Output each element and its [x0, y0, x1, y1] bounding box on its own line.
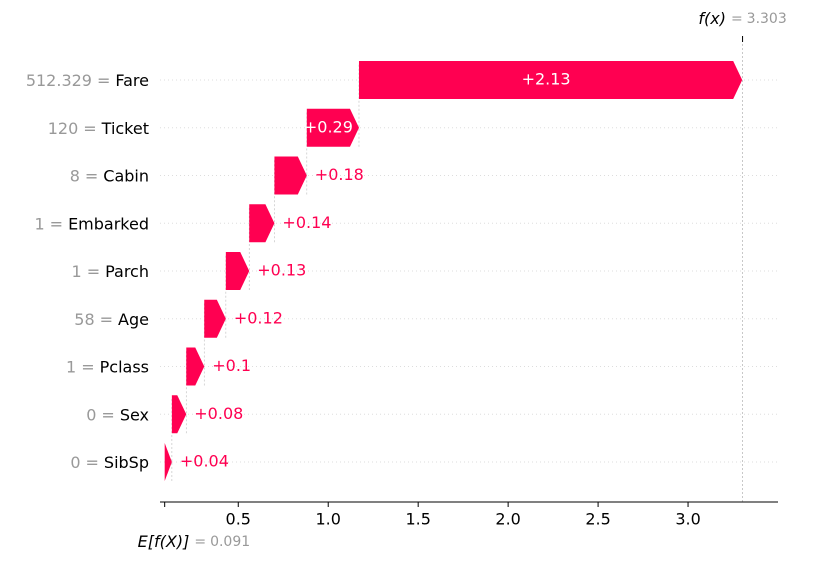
value-label: +0.13: [257, 261, 306, 280]
feature-name: Parch: [105, 262, 149, 281]
separator: =: [101, 405, 114, 424]
x-tick-label: 2.5: [585, 510, 610, 529]
value-label: +0.14: [282, 213, 331, 232]
feature-label: 0 = SibSp: [70, 453, 149, 472]
feature-value: 0: [86, 405, 96, 424]
separator: =: [85, 166, 98, 185]
feature-label: 1 = Embarked: [34, 214, 149, 233]
feature-name: Ticket: [101, 118, 149, 137]
feature-label: 0 = Sex: [86, 405, 149, 424]
base-name: E[f(X)]: [138, 532, 190, 551]
separator: =: [194, 534, 206, 550]
value-label: +0.29: [304, 117, 353, 136]
bar: [249, 204, 275, 243]
feature-name: SibSp: [104, 453, 149, 472]
x-tick-label: 2.0: [495, 510, 520, 529]
x-tick-label: 1.5: [405, 510, 430, 529]
bar: [358, 61, 743, 99]
feature-label: 1 = Pclass: [66, 357, 149, 376]
base-label: E[f(X)] = 0.091: [138, 532, 251, 551]
feature-name: Fare: [115, 71, 149, 90]
output-name: f(x): [698, 9, 726, 28]
feature-name: Cabin: [103, 166, 149, 185]
bar: [274, 156, 307, 195]
value-label: +0.04: [180, 452, 229, 471]
bar: [164, 443, 172, 481]
bar: [186, 347, 205, 386]
separator: =: [86, 453, 99, 472]
output-value: 3.303: [747, 11, 787, 27]
x-tick-label: 1.0: [315, 510, 340, 529]
feature-value: 120: [48, 118, 79, 137]
feature-value: 1: [34, 214, 44, 233]
feature-value: 1: [72, 262, 82, 281]
output-label: f(x) = 3.303: [698, 9, 786, 28]
feature-name: Age: [118, 309, 149, 328]
separator: =: [81, 357, 94, 376]
value-label: +2.13: [522, 70, 571, 89]
value-label: +0.12: [234, 308, 283, 327]
value-label: +0.18: [315, 165, 364, 184]
feature-label: 512.329 = Fare: [26, 71, 149, 90]
feature-name: Sex: [120, 405, 149, 424]
feature-label: 58 = Age: [74, 309, 149, 328]
feature-value: 0: [70, 453, 80, 472]
bar: [225, 252, 250, 290]
feature-value: 512.329: [26, 71, 92, 90]
bar: [306, 108, 359, 147]
x-tick-label: 0.5: [226, 510, 251, 529]
separator: =: [83, 118, 96, 137]
value-label: +0.1: [212, 356, 251, 375]
feature-name: Embarked: [68, 214, 149, 233]
base-value: 0.091: [210, 534, 250, 550]
separator: =: [731, 11, 743, 27]
separator: =: [87, 262, 100, 281]
feature-name: Pclass: [100, 357, 149, 376]
x-tick-label: 3.0: [675, 510, 700, 529]
bar: [171, 395, 187, 434]
feature-value: 1: [66, 357, 76, 376]
feature-label: 8 = Cabin: [70, 166, 149, 185]
feature-label: 120 = Ticket: [48, 118, 149, 137]
feature-value: 58: [74, 309, 94, 328]
separator: =: [97, 71, 110, 90]
feature-label: 1 = Parch: [72, 262, 150, 281]
bar: [204, 299, 226, 338]
separator: =: [100, 309, 113, 328]
value-label: +0.08: [194, 404, 243, 423]
separator: =: [50, 214, 63, 233]
feature-value: 8: [70, 166, 80, 185]
